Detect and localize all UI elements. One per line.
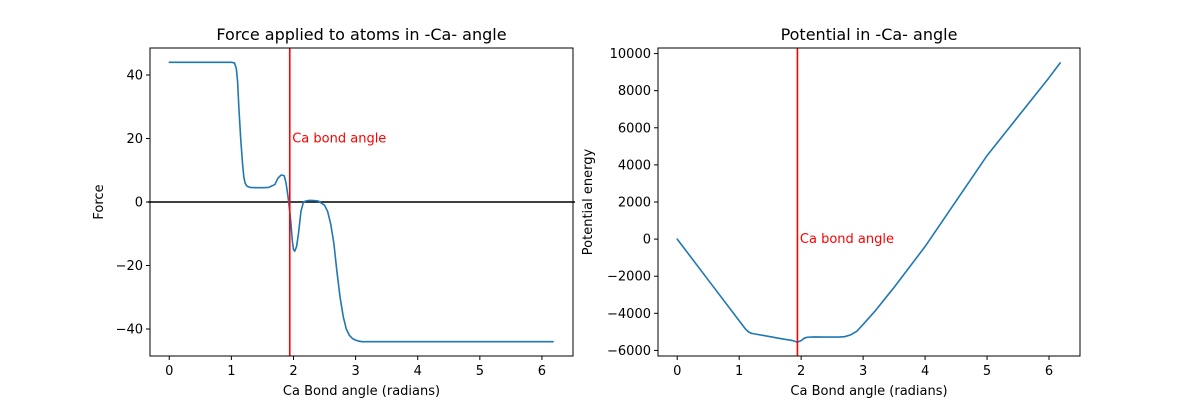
x-tick-label: 0 [673, 364, 681, 379]
y-tick-label: 0 [643, 233, 651, 248]
x-tick-label: 3 [859, 364, 867, 379]
x-tick-label: 5 [476, 364, 484, 379]
y-tick-label: 4000 [618, 158, 651, 173]
y-tick-label: 10000 [610, 47, 651, 62]
y-tick-label: −40 [116, 323, 143, 338]
x-tick-label: 1 [735, 364, 743, 379]
y-tick-label: −6000 [607, 344, 651, 359]
bond-angle-annotation: Ca bond angle [292, 131, 386, 146]
y-axis-label: Potential energy [581, 149, 596, 256]
y-tick-label: 6000 [618, 121, 651, 136]
plot-frame [149, 47, 574, 357]
plot-frame [657, 47, 1081, 357]
x-tick-label: 2 [289, 364, 297, 379]
y-tick-label: 0 [135, 196, 143, 211]
x-tick-label: 3 [351, 364, 359, 379]
data-line [168, 61, 554, 343]
x-tick-label: 5 [983, 364, 991, 379]
x-tick-label: 4 [414, 364, 422, 379]
x-tick-label: 6 [1045, 364, 1053, 379]
x-tick-label: 6 [538, 364, 546, 379]
chart-title: Force applied to atoms in -Ca- angle [216, 25, 506, 44]
y-axis-label: Force [92, 184, 107, 219]
x-axis-label: Ca Bond angle (radians) [283, 384, 440, 399]
y-tick-label: −20 [116, 259, 143, 274]
force-chart: Force applied to atoms in -Ca- angle 0 1 2 3… [92, 25, 575, 399]
x-tick-label: 0 [165, 364, 173, 379]
y-tick-label: −4000 [607, 307, 651, 322]
y-tick-label: −2000 [607, 270, 651, 285]
y-tick-label: 40 [126, 68, 143, 83]
x-axis-label: Ca Bond angle (radians) [790, 384, 947, 399]
chart-title: Potential in -Ca- angle [781, 25, 958, 44]
y-tick-label: 8000 [618, 84, 651, 99]
y-tick-label: 2000 [618, 196, 651, 211]
potential-chart: Potential in -Ca- angle 0 1 2 3 4 5 6 −6000 −4000… [581, 25, 1081, 399]
x-tick-label: 4 [921, 364, 929, 379]
x-tick-label: 1 [227, 364, 235, 379]
y-tick-label: 20 [126, 132, 143, 147]
data-line [676, 62, 1061, 343]
x-tick-label: 2 [797, 364, 805, 379]
bond-angle-annotation: Ca bond angle [800, 232, 894, 247]
